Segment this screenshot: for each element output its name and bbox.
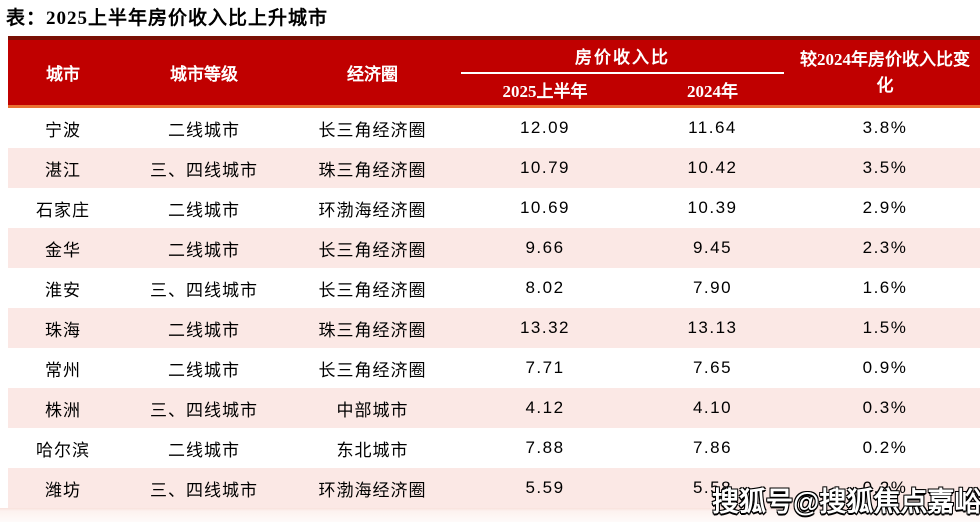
cell-circle: 东北城市 [336,440,409,460]
cell-circle: 长三角经济圈 [318,280,427,300]
cell-city: 淮安 [45,280,81,300]
cell-ratio-2024: 7.65 [692,358,733,377]
cell-city: 珠海 [45,320,81,340]
header-city: 城市 [46,65,80,84]
cell-ratio-2025: 7.88 [525,438,565,457]
cell-change: 0.2% [862,478,908,498]
cell-change: 3.8% [862,118,908,138]
cell-city: 金华 [45,240,81,260]
cell-ratio-2024: 11.64 [688,118,737,137]
table-row: 哈尔滨 二线城市 东北城市 7.88 7.86 0.2% [8,428,980,468]
cell-city: 湛江 [45,160,81,180]
cell-tier: 三、四线城市 [150,400,258,420]
cell-tier: 二线城市 [168,440,240,460]
cell-ratio-2025: 9.66 [525,238,565,257]
data-table: 城市 城市等级 经济圈 房价收入比 2025上半年 2024年 较2024年房价… [8,36,980,508]
cell-change: 3.5% [862,158,908,178]
table-row: 株洲 三、四线城市 中部城市 4.12 4.10 0.3% [8,388,980,428]
cell-city: 常州 [45,360,81,380]
cell-tier: 二线城市 [168,360,240,380]
table-row: 珠海 二线城市 珠三角经济圈 13.32 13.13 1.5% [8,308,980,348]
header-circle: 经济圈 [347,65,398,84]
header-tier: 城市等级 [170,65,238,84]
table-row: 淮安 三、四线城市 长三角经济圈 8.02 7.90 1.6% [8,268,980,308]
cell-ratio-2024: 10.39 [687,198,738,217]
table-row: 宁波 二线城市 长三角经济圈 12.09 11.64 3.8% [8,108,980,148]
header-2025h1: 2025上半年 [502,81,588,101]
cell-ratio-2024: 9.45 [692,238,733,257]
cell-ratio-2024: 13.13 [687,318,738,337]
cell-ratio-2025: 5.59 [525,478,565,497]
table-header: 城市 城市等级 经济圈 房价收入比 2025上半年 2024年 较2024年房价… [8,36,980,108]
sohu-watermark: 搜狐号@搜狐焦点嘉峪关站 [712,487,980,517]
table-row: 潍坊 三、四线城市 环渤海经济圈 5.59 5.58 0.2% [8,468,980,508]
header-2024: 2024年 [687,81,738,101]
cell-circle: 环渤海经济圈 [318,480,427,500]
cell-ratio-2024: 4.10 [692,398,733,417]
cell-ratio-2025: 10.79 [519,158,571,177]
header-ratio-subcolumns: 2025上半年 2024年 [455,74,790,106]
cell-tier: 三、四线城市 [150,160,258,180]
cell-ratio-2024: 7.90 [692,278,733,297]
cell-tier: 二线城市 [168,320,240,340]
bottom-strip [0,508,980,522]
cell-circle: 珠三角经济圈 [318,320,427,340]
cell-ratio-2025: 4.12 [525,398,565,417]
cell-city: 石家庄 [36,200,90,220]
cell-city: 宁波 [45,120,81,140]
cell-ratio-2024: 10.42 [687,158,738,177]
cell-circle: 环渤海经济圈 [318,200,427,220]
cell-change: 1.6% [862,278,908,298]
cell-circle: 珠三角经济圈 [318,160,427,180]
cell-circle: 长三角经济圈 [318,120,427,140]
cell-change: 0.9% [862,358,908,378]
table-body: 宁波 二线城市 长三角经济圈 12.09 11.64 3.8% 湛江 三、四线城… [8,108,980,508]
cell-change: 2.9% [862,198,908,218]
cell-change: 2.3% [862,238,908,258]
cell-circle: 长三角经济圈 [318,240,427,260]
cell-ratio-2025: 7.71 [525,358,565,377]
cell-tier: 三、四线城市 [150,480,258,500]
cell-tier: 二线城市 [168,240,240,260]
cell-circle: 长三角经济圈 [318,360,427,380]
cell-tier: 三、四线城市 [150,280,258,300]
cell-ratio-2025: 8.02 [525,278,565,297]
header-ratio-group: 房价收入比 2025上半年 2024年 [455,40,790,105]
header-change: 较2024年房价收入比变化 [800,50,970,95]
cell-change: 0.2% [862,438,908,458]
cell-ratio-2025: 10.69 [519,198,571,217]
header-ratio-group-label: 房价收入比 [575,48,670,68]
header-group-underline [461,71,784,74]
table-row: 石家庄 二线城市 环渤海经济圈 10.69 10.39 2.9% [8,188,980,228]
table-row: 湛江 三、四线城市 珠三角经济圈 10.79 10.42 3.5% [8,148,980,188]
table-row: 常州 二线城市 长三角经济圈 7.71 7.65 0.9% [8,348,980,388]
cell-ratio-2024: 5.58 [692,478,733,497]
cell-ratio-2024: 7.86 [692,438,733,457]
cell-change: 0.3% [862,398,908,418]
cell-tier: 二线城市 [168,120,240,140]
cell-change: 1.5% [862,318,908,338]
cell-city: 哈尔滨 [36,440,90,460]
cell-tier: 二线城市 [168,200,240,220]
cell-ratio-2025: 13.32 [519,318,571,337]
table-title: 表：2025上半年房价收入比上升城市 [6,8,329,29]
cell-circle: 中部城市 [336,400,409,420]
cell-ratio-2025: 12.09 [519,118,571,137]
cell-city: 株洲 [45,400,81,420]
table-row: 金华 二线城市 长三角经济圈 9.66 9.45 2.3% [8,228,980,268]
cell-city: 潍坊 [45,480,81,500]
